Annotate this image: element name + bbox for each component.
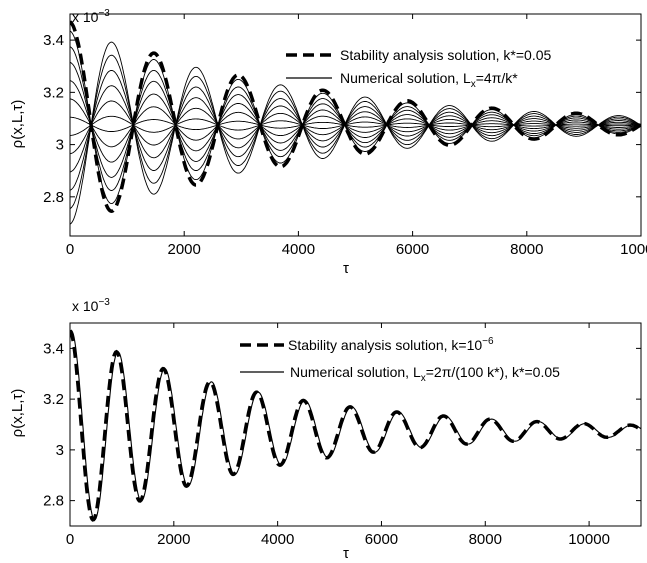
- bottom-x-tick-label: 4000: [261, 531, 294, 548]
- bottom-stability-curve: [70, 329, 641, 522]
- top-ticks: 0 2000 4000 6000 8000 10000 2.8 3 3.2 3.4: [43, 14, 647, 258]
- top-plot-area: [70, 20, 641, 225]
- bottom-scale-factor: x 10−3: [72, 297, 110, 314]
- bottom-axes-box: [69, 322, 642, 527]
- bottom-x-axis-label: τ: [343, 545, 349, 562]
- bottom-x-tick-label: 10000: [568, 531, 610, 548]
- top-legend-numerical-label: Numerical solution, Lx=4π/k*: [340, 70, 518, 90]
- top-numerical-curve: [70, 85, 641, 173]
- top-x-tick-label: 0: [66, 241, 74, 258]
- bottom-legend-numerical-label: Numerical solution, Lx=2π/(100 k*), k*=0…: [290, 364, 560, 384]
- bottom-x-tick-label: 6000: [365, 531, 398, 548]
- top-y-tick-label: 3.2: [43, 84, 64, 101]
- top-numerical-curve: [70, 115, 641, 136]
- bottom-plot-area: [70, 329, 641, 522]
- top-x-tick-label: 2000: [168, 241, 201, 258]
- top-numerical-curve: [70, 41, 641, 225]
- bottom-y-tick-label: 2.8: [43, 493, 64, 510]
- bottom-y-tick-label: 3.4: [43, 340, 64, 357]
- top-chart: x 10−3 ρ(x,L,τ) τ 0 2000 4000 6000 8000 10000…: [9, 8, 647, 277]
- top-numerical-curve: [70, 69, 641, 191]
- bottom-ticks: 0 2000 4000 6000 8000 10000 2.8 3 3.2 3.4: [43, 323, 641, 548]
- top-x-tick-label: 6000: [396, 241, 429, 258]
- top-y-axis-label: ρ(x,L,τ): [9, 100, 26, 149]
- bottom-y-tick-label: 3: [56, 442, 64, 459]
- top-numerical-curve: [70, 98, 641, 148]
- top-numerical-curve: [70, 100, 641, 155]
- top-y-tick-label: 3: [56, 137, 64, 154]
- bottom-legend: Stability analysis solution, k=10−6 Nume…: [240, 336, 560, 384]
- bottom-legend-stability-label: Stability analysis solution, k=10−6: [288, 336, 494, 353]
- top-x-tick-label: 8000: [510, 241, 543, 258]
- bottom-y-axis-label: ρ(x,L,τ): [9, 389, 26, 438]
- top-legend: Stability analysis solution, k*=0.05 Num…: [286, 47, 551, 90]
- top-numerical-curve: [70, 54, 641, 209]
- bottom-x-tick-label: 2000: [157, 531, 190, 548]
- top-x-tick-label: 4000: [282, 241, 315, 258]
- top-scale-factor: x 10−3: [72, 8, 110, 25]
- top-numerical-curve: [70, 61, 641, 178]
- bottom-x-tick-label: 8000: [469, 531, 502, 548]
- bottom-y-tick-label: 3.2: [43, 391, 64, 408]
- top-numerical-curve: [70, 116, 641, 132]
- top-x-axis-label: τ: [343, 260, 349, 277]
- top-legend-stability-label: Stability analysis solution, k*=0.05: [340, 47, 551, 63]
- top-stability-curve: [70, 20, 641, 213]
- bottom-numerical-curve: [70, 330, 641, 521]
- top-y-tick-label: 2.8: [43, 189, 64, 206]
- top-y-tick-label: 3.4: [43, 32, 64, 49]
- top-numerical-curve: [70, 80, 641, 163]
- top-axes-box: [69, 13, 642, 237]
- top-x-tick-label: 10000: [620, 241, 647, 258]
- bottom-x-tick-label: 0: [66, 531, 74, 548]
- bottom-chart: x 10−3 ρ(x,L,τ) τ 0 2000 4000 6000 8000 10000…: [9, 297, 642, 562]
